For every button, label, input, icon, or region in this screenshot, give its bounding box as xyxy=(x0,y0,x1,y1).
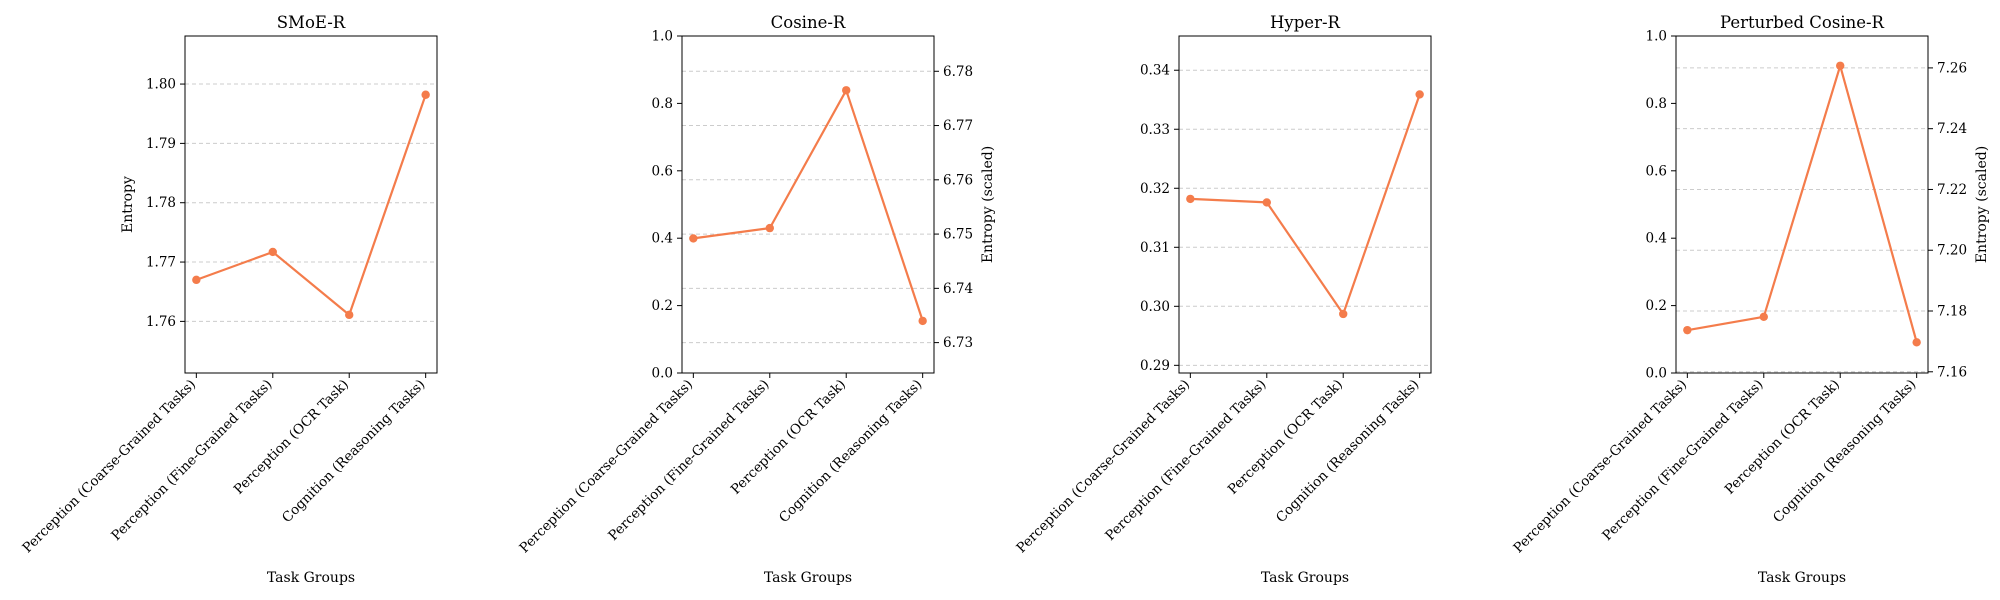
y-axis-label: Entropy xyxy=(120,176,136,233)
y-tick-label: 1.0 xyxy=(1646,29,1667,45)
y-tick-label: 0.6 xyxy=(652,163,673,179)
y-tick-label: 1.77 xyxy=(146,255,176,271)
data-point xyxy=(345,310,354,320)
y-tick-label: 0.29 xyxy=(1140,358,1170,374)
y-tick-label: 1.78 xyxy=(146,195,176,211)
y-tick-label: 1.0 xyxy=(652,29,673,45)
y-right-tick-label: 7.24 xyxy=(1937,121,1967,137)
y-tick-label: 1.76 xyxy=(146,314,176,330)
data-point xyxy=(1836,61,1845,70)
y-right-tick-label: 7.26 xyxy=(1937,60,1967,76)
y-right-tick-label: 6.74 xyxy=(943,281,973,297)
data-point xyxy=(689,234,698,243)
y-tick-label: 0.2 xyxy=(652,298,673,314)
series-line xyxy=(195,94,427,316)
y-tick-label: 0.0 xyxy=(1646,366,1667,382)
data-point xyxy=(918,316,927,326)
plot-frame xyxy=(1675,35,1929,374)
series-line xyxy=(693,89,924,322)
y-tick-label: 0.34 xyxy=(1140,63,1170,79)
data-point xyxy=(1186,194,1195,204)
y-right-tick-label: 6.75 xyxy=(943,227,973,243)
data-point xyxy=(192,275,201,285)
y-right-tick-label: 6.73 xyxy=(943,335,973,351)
y-tick-label: 0.32 xyxy=(1140,181,1170,197)
y-right-tick-label: 7.22 xyxy=(1937,182,1967,198)
plot-frame xyxy=(184,35,438,374)
y-tick-label: 0.31 xyxy=(1140,240,1170,256)
x-axis-label: Task Groups xyxy=(267,570,355,586)
data-point xyxy=(1339,309,1348,319)
data-point xyxy=(268,247,277,257)
y-right-tick-label: 7.18 xyxy=(1937,304,1967,320)
series-line xyxy=(1190,94,1421,316)
y-tick-label: 0.8 xyxy=(1646,96,1667,112)
y-tick-label: 0.30 xyxy=(1140,299,1170,315)
data-point xyxy=(1912,338,1921,347)
chart-title: Hyper-R xyxy=(1270,13,1341,32)
y-tick-label: 0.4 xyxy=(1646,231,1667,247)
y-right-tick-label: 6.78 xyxy=(943,64,973,80)
x-axis-label: Task Groups xyxy=(764,570,852,586)
y-right-tick-label: 6.76 xyxy=(943,172,973,188)
data-point xyxy=(421,90,430,99)
chart-title: Perturbed Cosine-R xyxy=(1720,13,1885,32)
chart-title: Cosine-R xyxy=(771,13,846,32)
data-point xyxy=(1683,325,1692,335)
y-tick-label: 0.4 xyxy=(652,231,673,247)
data-point xyxy=(765,223,774,233)
data-point xyxy=(842,86,851,95)
y-tick-label: 0.2 xyxy=(1646,298,1667,314)
y-tick-label: 1.80 xyxy=(146,77,176,93)
y-tick-label: 0.0 xyxy=(652,366,673,382)
y-right-tick-label: 6.77 xyxy=(943,118,973,134)
series-line xyxy=(1687,64,1918,343)
data-point xyxy=(1759,312,1768,321)
y-right-axis-label: Entropy (scaled) xyxy=(980,146,996,263)
y-right-tick-label: 7.20 xyxy=(1937,243,1967,259)
x-axis-label: Task Groups xyxy=(1758,570,1846,586)
y-right-tick-label: 7.16 xyxy=(1937,364,1967,380)
y-tick-label: 0.33 xyxy=(1140,122,1170,138)
data-point xyxy=(1262,198,1271,207)
data-point xyxy=(1415,90,1424,99)
x-axis-label: Task Groups xyxy=(1261,570,1349,586)
plot-frame xyxy=(681,35,935,374)
y-right-axis-label: Entropy (scaled) xyxy=(1974,146,1990,263)
y-tick-label: 0.6 xyxy=(1646,163,1667,179)
chart-title: SMoE-R xyxy=(277,13,346,32)
y-tick-label: 1.79 xyxy=(146,136,176,152)
plot-frame xyxy=(1178,35,1432,374)
y-tick-label: 0.8 xyxy=(652,96,673,112)
